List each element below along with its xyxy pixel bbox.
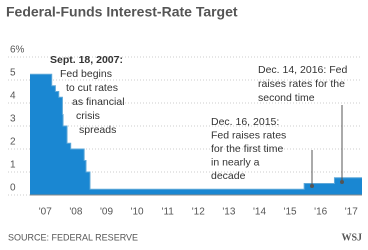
y-tick-label: 6% [10,45,25,56]
annotation: Dec. 16, 2015: [211,116,279,128]
annotation: Fed raises rates [211,129,286,141]
annotation: decade [211,170,246,182]
annotation: Dec. 14, 2016: Fed [258,64,347,76]
annotation: Fed begins [60,68,112,80]
x-tick-label: '09 [100,207,113,218]
x-tick-label: '08 [69,207,82,218]
y-tick-label: 3 [10,114,16,125]
x-tick-label: '15 [284,207,297,218]
annotation: for the first time [211,143,284,155]
credit: WSJ [341,232,362,243]
x-tick-label: '17 [345,207,358,218]
x-tick-label: '13 [222,207,235,218]
y-tick-label: 2 [10,137,16,148]
annotation: raises rates for the [258,78,345,90]
source: SOURCE: FEDERAL RESERVE [8,232,138,242]
x-tick-label: '12 [192,207,205,218]
x-tick-label: '10 [131,207,144,218]
x-tick-label: '11 [162,207,175,218]
annotation: to cut rates [66,82,118,94]
annotation: as financial [72,96,125,108]
y-tick-label: 5 [10,68,16,79]
x-tick-label: '14 [253,207,266,218]
y-tick-label: 4 [10,91,16,102]
leader-dot [310,184,314,188]
area [30,74,362,195]
annotation: Sept. 18, 2007: [50,54,123,66]
annotation: crisis [76,110,100,122]
x-tick-label: '07 [39,207,52,218]
x-tick-label: '16 [314,207,327,218]
y-tick-label: 0 [10,183,16,194]
leader-dot [340,180,344,184]
line [30,73,362,190]
y-tick-label: 1 [10,160,16,171]
annotation: in nearly a [211,156,260,168]
chart-title: Federal-Funds Interest-Rate Target [6,4,238,20]
annotation: second time [258,92,315,104]
annotation: spreads [79,124,116,136]
